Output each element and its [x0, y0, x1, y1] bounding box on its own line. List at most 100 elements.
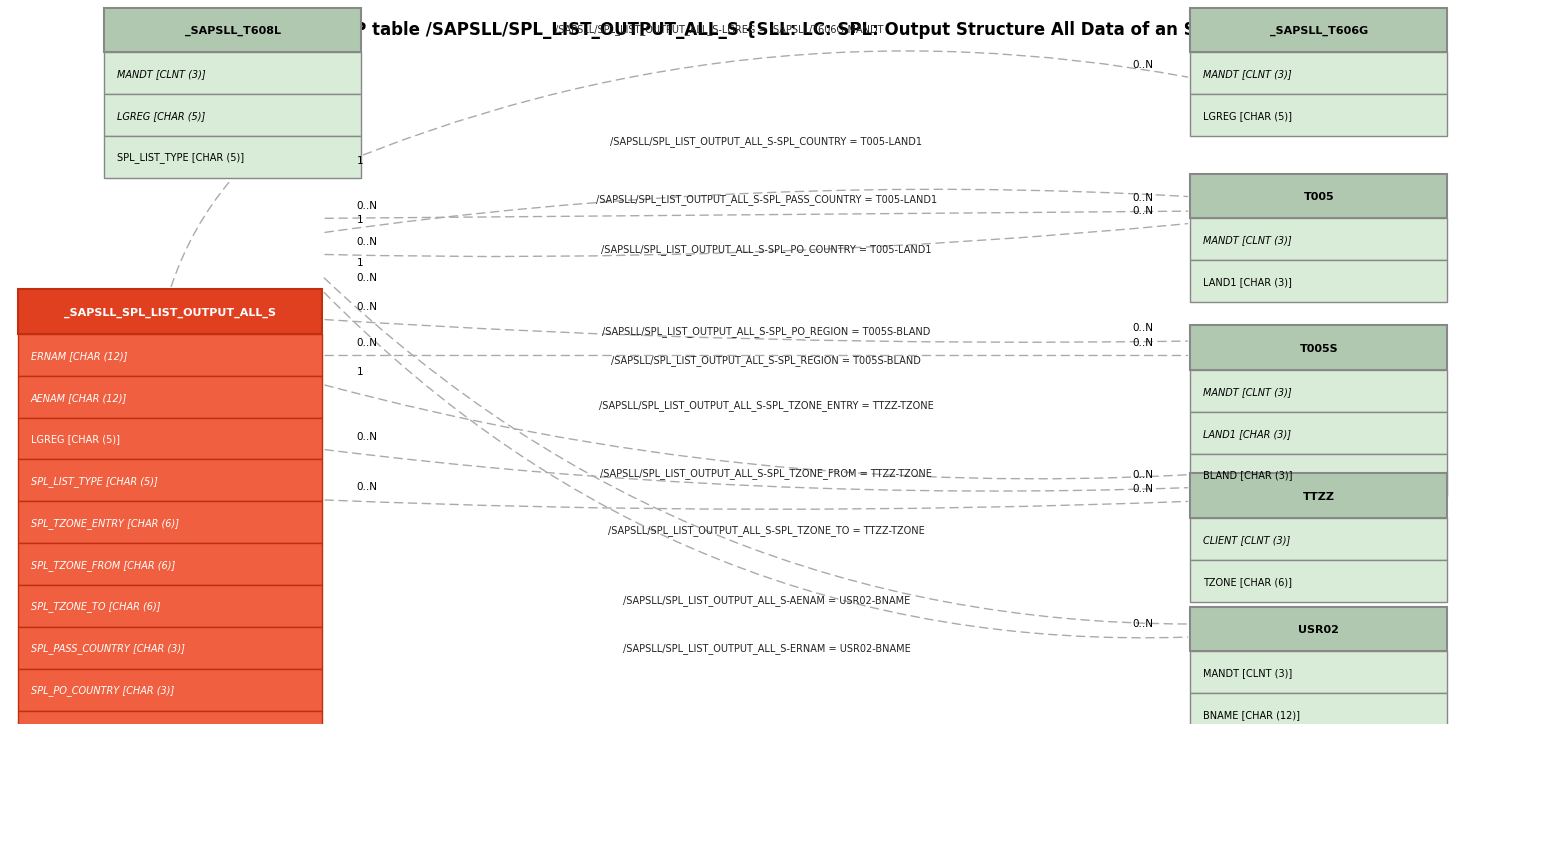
FancyArrowPatch shape — [325, 190, 1187, 233]
Text: MANDT [CLNT (3)]: MANDT [CLNT (3)] — [1203, 235, 1292, 245]
FancyBboxPatch shape — [1190, 694, 1447, 735]
FancyBboxPatch shape — [1190, 412, 1447, 454]
FancyBboxPatch shape — [1190, 454, 1447, 496]
FancyBboxPatch shape — [1190, 474, 1447, 518]
FancyBboxPatch shape — [1190, 371, 1447, 412]
Text: LGREG [CHAR (5)]: LGREG [CHAR (5)] — [117, 111, 205, 121]
Text: /SAPSLL/SPL_LIST_OUTPUT_ALL_S-SPL_TZONE_ENTRY = TTZZ-TZONE: /SAPSLL/SPL_LIST_OUTPUT_ALL_S-SPL_TZONE_… — [599, 400, 934, 410]
Text: 0..N: 0..N — [1132, 483, 1153, 493]
Text: SPL_COUNTRY [CHAR (3)]: SPL_COUNTRY [CHAR (3)] — [31, 768, 156, 779]
Text: SPL_TZONE_FROM [CHAR (6)]: SPL_TZONE_FROM [CHAR (6)] — [31, 559, 175, 570]
Text: 0..N: 0..N — [357, 337, 377, 348]
Text: LAND1 [CHAR (3)]: LAND1 [CHAR (3)] — [1203, 429, 1290, 438]
Text: SPL_PO_COUNTRY [CHAR (3)]: SPL_PO_COUNTRY [CHAR (3)] — [31, 684, 174, 695]
Text: /SAPSLL/SPL_LIST_OUTPUT_ALL_S-AENAM = USR02-BNAME: /SAPSLL/SPL_LIST_OUTPUT_ALL_S-AENAM = US… — [622, 594, 910, 605]
FancyArrowPatch shape — [325, 52, 1187, 171]
Text: 0..N: 0..N — [357, 481, 377, 492]
Text: TZONE [CHAR (6)]: TZONE [CHAR (6)] — [1203, 576, 1292, 586]
FancyBboxPatch shape — [1190, 175, 1447, 219]
FancyBboxPatch shape — [19, 335, 322, 377]
FancyBboxPatch shape — [105, 137, 361, 179]
FancyBboxPatch shape — [19, 502, 322, 544]
Text: 0..N: 0..N — [357, 302, 377, 311]
Text: MANDT [CLNT (3)]: MANDT [CLNT (3)] — [117, 69, 205, 79]
Text: SPL_TZONE_ENTRY [CHAR (6)]: SPL_TZONE_ENTRY [CHAR (6)] — [31, 517, 178, 528]
Text: BNAME [CHAR (12)]: BNAME [CHAR (12)] — [1203, 710, 1300, 719]
FancyBboxPatch shape — [105, 9, 361, 53]
FancyBboxPatch shape — [19, 627, 322, 669]
FancyBboxPatch shape — [19, 377, 322, 418]
Text: LAND1 [CHAR (3)]: LAND1 [CHAR (3)] — [1203, 277, 1292, 287]
Text: 0..N: 0..N — [1132, 619, 1153, 629]
FancyArrowPatch shape — [170, 181, 231, 287]
Text: TTZZ: TTZZ — [1303, 491, 1336, 501]
FancyBboxPatch shape — [1190, 53, 1447, 95]
FancyArrowPatch shape — [325, 320, 1187, 343]
Text: _SAPSLL_T608L: _SAPSLL_T608L — [185, 26, 280, 36]
Text: T005: T005 — [1303, 192, 1334, 202]
Text: USR02: USR02 — [1298, 625, 1339, 635]
FancyArrowPatch shape — [325, 500, 1187, 509]
Text: 1: 1 — [357, 215, 363, 225]
Text: /SAPSLL/SPL_LIST_OUTPUT_ALL_S-SPL_PO_COUNTRY = T005-LAND1: /SAPSLL/SPL_LIST_OUTPUT_ALL_S-SPL_PO_COU… — [601, 245, 932, 255]
Text: _SAPSLL_SPL_LIST_OUTPUT_ALL_S: _SAPSLL_SPL_LIST_OUTPUT_ALL_S — [64, 307, 277, 317]
Text: 0..N: 0..N — [1132, 469, 1153, 480]
Text: SPL_TZONE_TO [CHAR (6)]: SPL_TZONE_TO [CHAR (6)] — [31, 601, 161, 612]
FancyArrowPatch shape — [325, 224, 1187, 257]
FancyBboxPatch shape — [1190, 325, 1447, 371]
FancyBboxPatch shape — [19, 585, 322, 627]
Text: LGREG [CHAR (5)]: LGREG [CHAR (5)] — [1203, 111, 1292, 121]
Text: 0..N: 0..N — [1132, 337, 1153, 348]
Text: /SAPSLL/SPL_LIST_OUTPUT_ALL_S-ERNAM = USR02-BNAME: /SAPSLL/SPL_LIST_OUTPUT_ALL_S-ERNAM = US… — [622, 642, 910, 653]
Text: SPL_LIST_TYPE [CHAR (5)]: SPL_LIST_TYPE [CHAR (5)] — [31, 475, 158, 486]
Text: 0..N: 0..N — [1132, 323, 1153, 333]
Text: /SAPSLL/SPL_LIST_OUTPUT_ALL_S-SPL_PASS_COUNTRY = T005-LAND1: /SAPSLL/SPL_LIST_OUTPUT_ALL_S-SPL_PASS_C… — [596, 193, 937, 204]
FancyBboxPatch shape — [19, 544, 322, 585]
Text: AENAM [CHAR (12)]: AENAM [CHAR (12)] — [31, 392, 127, 402]
FancyBboxPatch shape — [105, 95, 361, 137]
Text: T005S: T005S — [1300, 343, 1339, 353]
Text: SPL_PO_REGION [CHAR (3)]: SPL_PO_REGION [CHAR (3)] — [31, 726, 164, 737]
FancyBboxPatch shape — [19, 794, 322, 837]
Text: 1: 1 — [139, 850, 147, 852]
Text: CLIENT [CLNT (3)]: CLIENT [CLNT (3)] — [1203, 534, 1290, 544]
Text: /SAPSLL/SPL_LIST_OUTPUT_ALL_S-SPL_TZONE_FROM = TTZZ-TZONE: /SAPSLL/SPL_LIST_OUTPUT_ALL_S-SPL_TZONE_… — [601, 468, 932, 479]
FancyBboxPatch shape — [19, 290, 322, 335]
Text: _SAPSLL_T606G: _SAPSLL_T606G — [1270, 26, 1368, 36]
Text: /SAPSLL/SPL_LIST_OUTPUT_ALL_S-LGREG = /SAPSLL/T606G-MANDT: /SAPSLL/SPL_LIST_OUTPUT_ALL_S-LGREG = /S… — [555, 25, 884, 35]
Text: ERNAM [CHAR (12)]: ERNAM [CHAR (12)] — [31, 350, 127, 360]
Text: /SAPSLL/SPL_LIST_OUTPUT_ALL_S-SPL_TZONE_TO = TTZZ-TZONE: /SAPSLL/SPL_LIST_OUTPUT_ALL_S-SPL_TZONE_… — [608, 524, 924, 535]
Text: MANDT [CLNT (3)]: MANDT [CLNT (3)] — [1203, 387, 1292, 396]
Text: 0..N: 0..N — [1132, 205, 1153, 216]
FancyBboxPatch shape — [19, 669, 322, 711]
Text: 0..N: 0..N — [357, 431, 377, 441]
Text: MANDT [CLNT (3)]: MANDT [CLNT (3)] — [1203, 668, 1292, 677]
Text: BLAND [CHAR (3)]: BLAND [CHAR (3)] — [1203, 470, 1292, 480]
FancyBboxPatch shape — [1190, 261, 1447, 302]
FancyBboxPatch shape — [1190, 95, 1447, 137]
Text: SPL_LIST_TYPE [CHAR (5)]: SPL_LIST_TYPE [CHAR (5)] — [117, 153, 244, 164]
Text: 0..N: 0..N — [357, 200, 377, 210]
FancyBboxPatch shape — [1190, 219, 1447, 261]
Text: SAP ABAP table /SAPSLL/SPL_LIST_OUTPUT_ALL_S {SLL: LC: SPL: Output Structure All: SAP ABAP table /SAPSLL/SPL_LIST_OUTPUT_A… — [272, 20, 1292, 39]
FancyBboxPatch shape — [19, 418, 322, 460]
FancyBboxPatch shape — [1190, 652, 1447, 694]
Text: 0..N: 0..N — [357, 237, 377, 246]
FancyArrowPatch shape — [325, 212, 1187, 219]
FancyBboxPatch shape — [19, 711, 322, 752]
Text: 1: 1 — [357, 156, 363, 166]
Text: SPL_REGION [CHAR (3)]: SPL_REGION [CHAR (3)] — [31, 810, 147, 820]
Text: 0..N: 0..N — [1132, 193, 1153, 204]
FancyArrowPatch shape — [325, 386, 1187, 480]
Text: 0..N: 0..N — [357, 273, 377, 283]
FancyBboxPatch shape — [1190, 560, 1447, 602]
FancyArrowPatch shape — [324, 293, 1187, 638]
Text: /SAPSLL/SPL_LIST_OUTPUT_ALL_S-SPL_REGION = T005S-BLAND: /SAPSLL/SPL_LIST_OUTPUT_ALL_S-SPL_REGION… — [612, 354, 921, 366]
FancyBboxPatch shape — [1190, 518, 1447, 560]
Text: LGREG [CHAR (5)]: LGREG [CHAR (5)] — [31, 434, 120, 444]
Text: SPL_PASS_COUNTRY [CHAR (3)]: SPL_PASS_COUNTRY [CHAR (3)] — [31, 642, 185, 653]
Text: 1: 1 — [357, 366, 363, 377]
Text: 1: 1 — [357, 258, 363, 268]
FancyBboxPatch shape — [19, 460, 322, 502]
FancyArrowPatch shape — [325, 450, 1187, 492]
